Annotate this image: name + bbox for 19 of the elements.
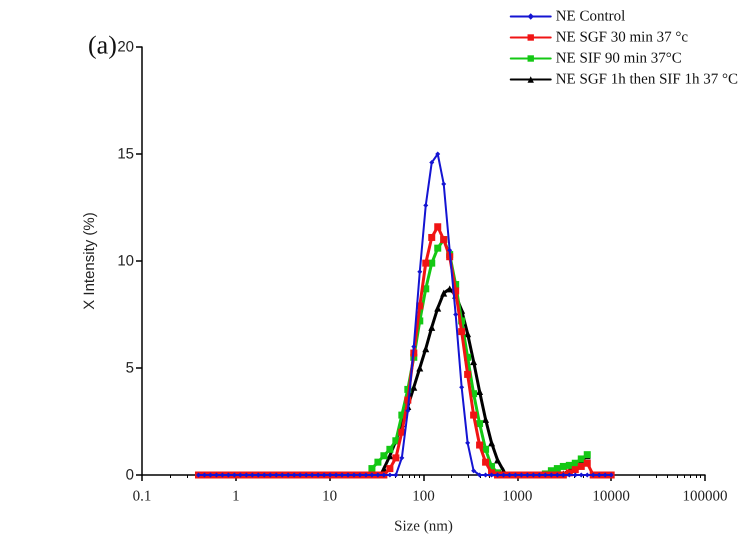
x-tick-label: 10000 <box>592 488 630 504</box>
x-tick-label: 10 <box>322 488 338 504</box>
legend-label: NE SGF 1h then SIF 1h 37 °C <box>556 72 738 88</box>
x-tick-label: 0.1 <box>132 488 152 504</box>
x-tick-label: 1000 <box>502 488 532 504</box>
y-tick-label: 20 <box>117 38 134 56</box>
text: (a) <box>88 30 117 60</box>
y-tick-label: 0 <box>126 466 134 484</box>
x-tick-label: 100000 <box>682 488 728 504</box>
y-tick-label: 5 <box>126 360 134 376</box>
x-axis-title: Size (nm) <box>394 518 453 534</box>
legend-label: NE SGF 30 min 37 °c <box>556 30 688 46</box>
legend-label: NE Control <box>556 8 626 24</box>
y-axis-title: X Intensity (%) <box>81 212 98 310</box>
y-tick-label: 10 <box>117 252 134 270</box>
y-tick-label: 15 <box>117 146 134 162</box>
x-tick-label: 100 <box>412 488 435 504</box>
legend-label: NE SIF 90 min 37°C <box>556 50 682 66</box>
x-tick-label: 1 <box>232 488 240 504</box>
